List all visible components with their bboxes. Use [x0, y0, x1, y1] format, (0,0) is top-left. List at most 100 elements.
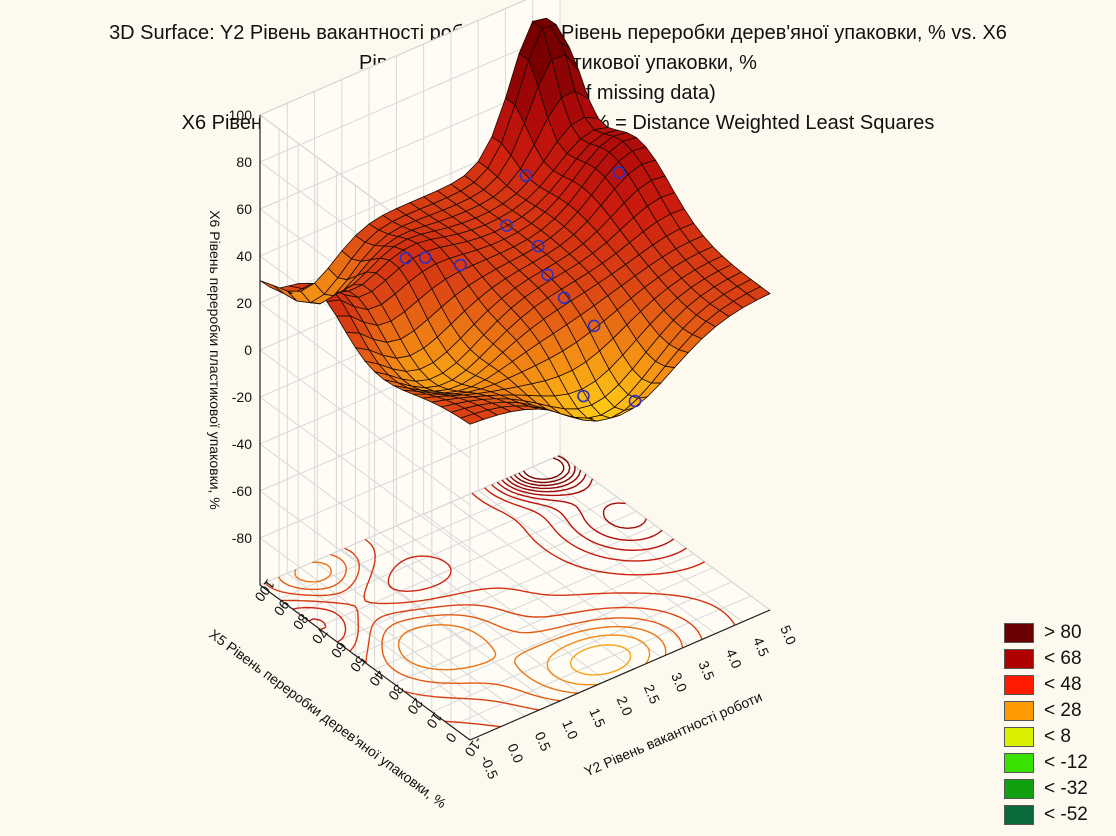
contour-line: [278, 553, 684, 702]
x-tick-label: 0.5: [532, 729, 555, 753]
grid-line: [336, 510, 637, 642]
legend-swatch: [1004, 727, 1034, 747]
legend-swatch: [1004, 675, 1034, 695]
data-point: [500, 219, 513, 232]
x-tick-label: 0.0: [505, 741, 528, 765]
grid-line: [431, 581, 733, 713]
legend-swatch: [1004, 779, 1034, 799]
x-tick-label: 5.0: [777, 623, 800, 647]
contour-line: [308, 487, 687, 631]
contour-line: [518, 455, 571, 484]
surface-mesh: [259, 17, 771, 425]
legend-swatch: [1004, 649, 1034, 669]
legend-swatch: [1004, 753, 1034, 773]
data-point: [557, 291, 571, 305]
data-point: [541, 268, 554, 282]
legend-swatch: [1004, 623, 1034, 643]
contour-line: [264, 547, 703, 711]
contour-line: [509, 470, 582, 490]
grid-line: [278, 468, 580, 600]
legend-item: > 80: [1004, 620, 1104, 646]
contour-line: [569, 644, 632, 676]
legend-label: < 68: [1044, 648, 1082, 669]
legend-label: < 8: [1044, 726, 1071, 747]
data-point: [531, 239, 545, 253]
grid-line: [532, 466, 744, 623]
z-tick-label: 100: [229, 107, 253, 123]
data-point: [612, 166, 626, 179]
z-tick-label: 20: [236, 295, 252, 311]
surface-cell: [259, 280, 284, 294]
x-tick-label: 2.5: [641, 682, 664, 706]
grid-line: [317, 496, 618, 628]
x-axis-line: [469, 609, 771, 741]
legend-swatch: [1004, 701, 1034, 721]
legend-item: < -52: [1004, 802, 1104, 828]
z-tick-label: 0: [244, 342, 252, 358]
floor-contours: [264, 455, 736, 728]
contour-line: [546, 634, 651, 686]
contour-line: [523, 457, 565, 480]
grid-line: [259, 407, 561, 539]
grid-line: [286, 572, 498, 729]
x-axis-title: Y2 Рівень вакантності роботи: [582, 688, 765, 779]
legend-label: < -52: [1044, 804, 1088, 825]
x-tick-label: 1.0: [559, 717, 582, 741]
observations: [399, 166, 642, 408]
contour-line: [294, 561, 667, 694]
z-tick-label: 60: [236, 201, 252, 217]
data-point: [454, 258, 467, 272]
x-tick-label: 4.5: [750, 635, 773, 659]
z-tick-label: -20: [232, 389, 252, 405]
legend-item: < 8: [1004, 724, 1104, 750]
grid-line: [259, 490, 471, 647]
legend-item: < 48: [1004, 672, 1104, 698]
legend-swatch: [1004, 805, 1034, 825]
contour-line: [491, 484, 675, 551]
contour-line: [501, 478, 647, 529]
data-point: [519, 169, 533, 182]
z-tick-label: -40: [232, 436, 252, 452]
grid-line: [259, 454, 561, 586]
y-tick-label: 0: [442, 730, 460, 746]
grid-line: [259, 302, 471, 459]
legend-label: < -32: [1044, 778, 1088, 799]
grid-line: [259, 349, 471, 506]
legend-label: < 28: [1044, 700, 1082, 721]
x-tick-label: -0.5: [477, 753, 501, 782]
grid-line: [259, 0, 527, 116]
x-tick-label: 3.5: [695, 658, 718, 682]
legend-label: < 48: [1044, 674, 1082, 695]
data-point: [587, 319, 601, 333]
legend-item: < -12: [1004, 750, 1104, 776]
legend-item: < -32: [1004, 776, 1104, 802]
contour-line: [505, 473, 587, 493]
grid-line: [368, 537, 580, 694]
data-point: [418, 251, 432, 264]
x-tick-label: 2.0: [614, 694, 637, 718]
legend-label: < -12: [1044, 752, 1088, 773]
data-point: [399, 251, 413, 265]
contour-line: [496, 481, 663, 541]
legend: > 80 < 68 < 48 < 28 < 8 < -12 < -32 < -52: [1004, 620, 1104, 828]
z-tick-label: -60: [232, 483, 252, 499]
grid-line: [297, 482, 599, 614]
grid-line: [450, 501, 662, 658]
grid-line: [259, 537, 471, 694]
grid-line: [259, 443, 471, 600]
z-tick-label: 80: [236, 154, 252, 170]
grid-line: [259, 396, 471, 553]
data-point: [577, 389, 590, 403]
contour-line: [513, 465, 576, 487]
contour-line: [292, 492, 705, 643]
grid-line: [259, 31, 561, 163]
legend-item: < 68: [1004, 646, 1104, 672]
grid-line: [341, 549, 553, 705]
x-tick-label: 4.0: [723, 646, 746, 670]
z-tick-label: 40: [236, 248, 252, 264]
grid-line: [450, 595, 752, 727]
grid-line: [412, 567, 713, 699]
data-point: [628, 394, 642, 408]
legend-item: < 28: [1004, 698, 1104, 724]
